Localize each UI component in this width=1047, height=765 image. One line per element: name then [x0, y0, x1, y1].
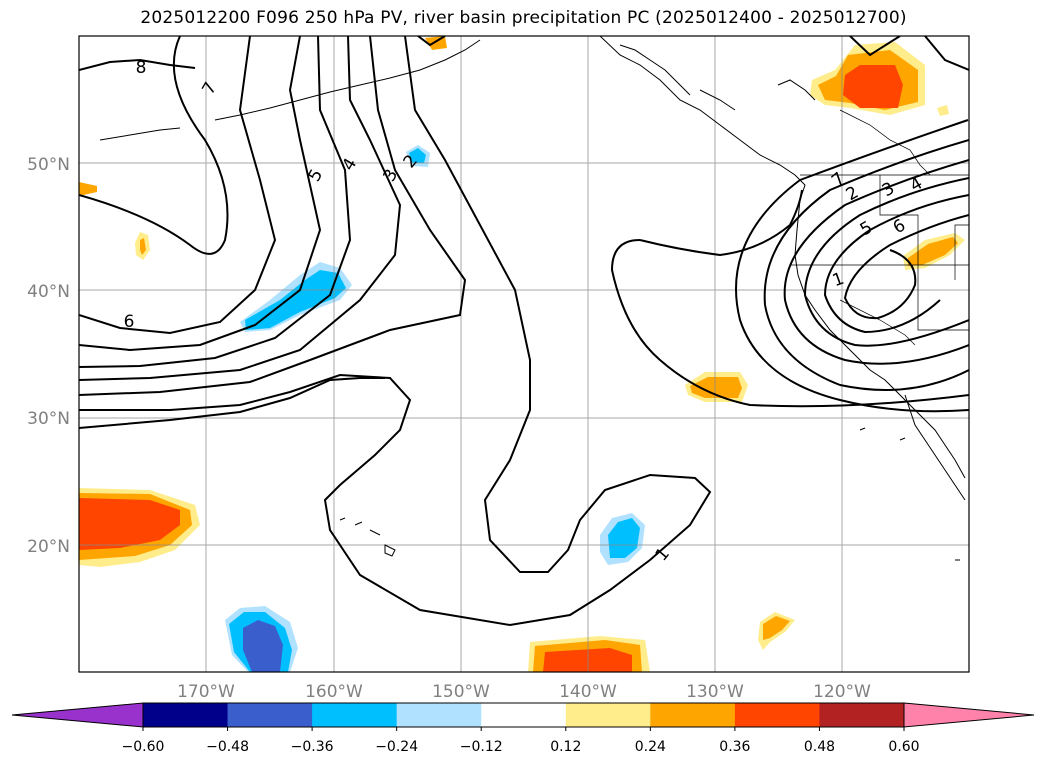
lat-label: 20°N [27, 537, 70, 557]
precip-positive-areas [79, 36, 965, 672]
lat-label: 50°N [27, 155, 70, 175]
colorbar-extend-high [903, 702, 1035, 728]
colorbar-tick-label: −0.48 [206, 739, 249, 755]
map-frame [78, 35, 970, 673]
lat-label: 40°N [27, 282, 70, 302]
colorbar-tick-label: −0.36 [291, 739, 334, 755]
colorbar-segment [819, 703, 905, 727]
colorbar-ticks: −0.60 −0.48 −0.36 −0.24 −0.12 0.12 0.24 0.36 0.4… [122, 727, 920, 755]
colorbar-segment [312, 703, 398, 727]
colorbar-segment [227, 703, 313, 727]
contour-label: 6 [124, 312, 135, 332]
colorbar-segment [143, 703, 229, 727]
lat-label: 30°N [27, 409, 70, 429]
lon-label: 140°W [559, 682, 617, 702]
map-title: 2025012200 F096 250 hPa PV, river basin … [140, 8, 907, 28]
colorbar-tick-label: 0.12 [550, 739, 581, 755]
contour-label: 8 [136, 58, 147, 78]
colorbar-tick-label: 0.60 [888, 739, 919, 755]
lon-label: 120°W [813, 682, 871, 702]
colorbar-segment [734, 703, 820, 727]
colorbar-segment [481, 703, 567, 727]
colorbar-tick-label: −0.60 [122, 739, 165, 755]
lon-label: 130°W [686, 682, 744, 702]
latitude-labels: 50°N 40°N 30°N 20°N [27, 155, 70, 557]
colorbar-extend-low [11, 702, 144, 728]
colorbar [11, 702, 1035, 728]
colorbar-tick-label: −0.24 [375, 739, 418, 755]
colorbar-segment [396, 703, 482, 727]
longitude-labels: 170°W 160°W 150°W 140°W 130°W 120°W [177, 682, 871, 702]
colorbar-tick-label: 0.24 [635, 739, 666, 755]
lon-label: 160°W [305, 682, 363, 702]
lon-label: 170°W [177, 682, 235, 702]
colorbar-outline [142, 702, 905, 728]
map-background [79, 36, 969, 672]
colorbar-tick-label: 0.36 [719, 739, 750, 755]
colorbar-tick-label: 0.48 [804, 739, 835, 755]
colorbar-tick-label: −0.12 [460, 739, 503, 755]
lon-label: 150°W [432, 682, 490, 702]
colorbar-segment [650, 703, 736, 727]
pv-contours [79, 36, 969, 627]
colorbar-segment [565, 703, 651, 727]
